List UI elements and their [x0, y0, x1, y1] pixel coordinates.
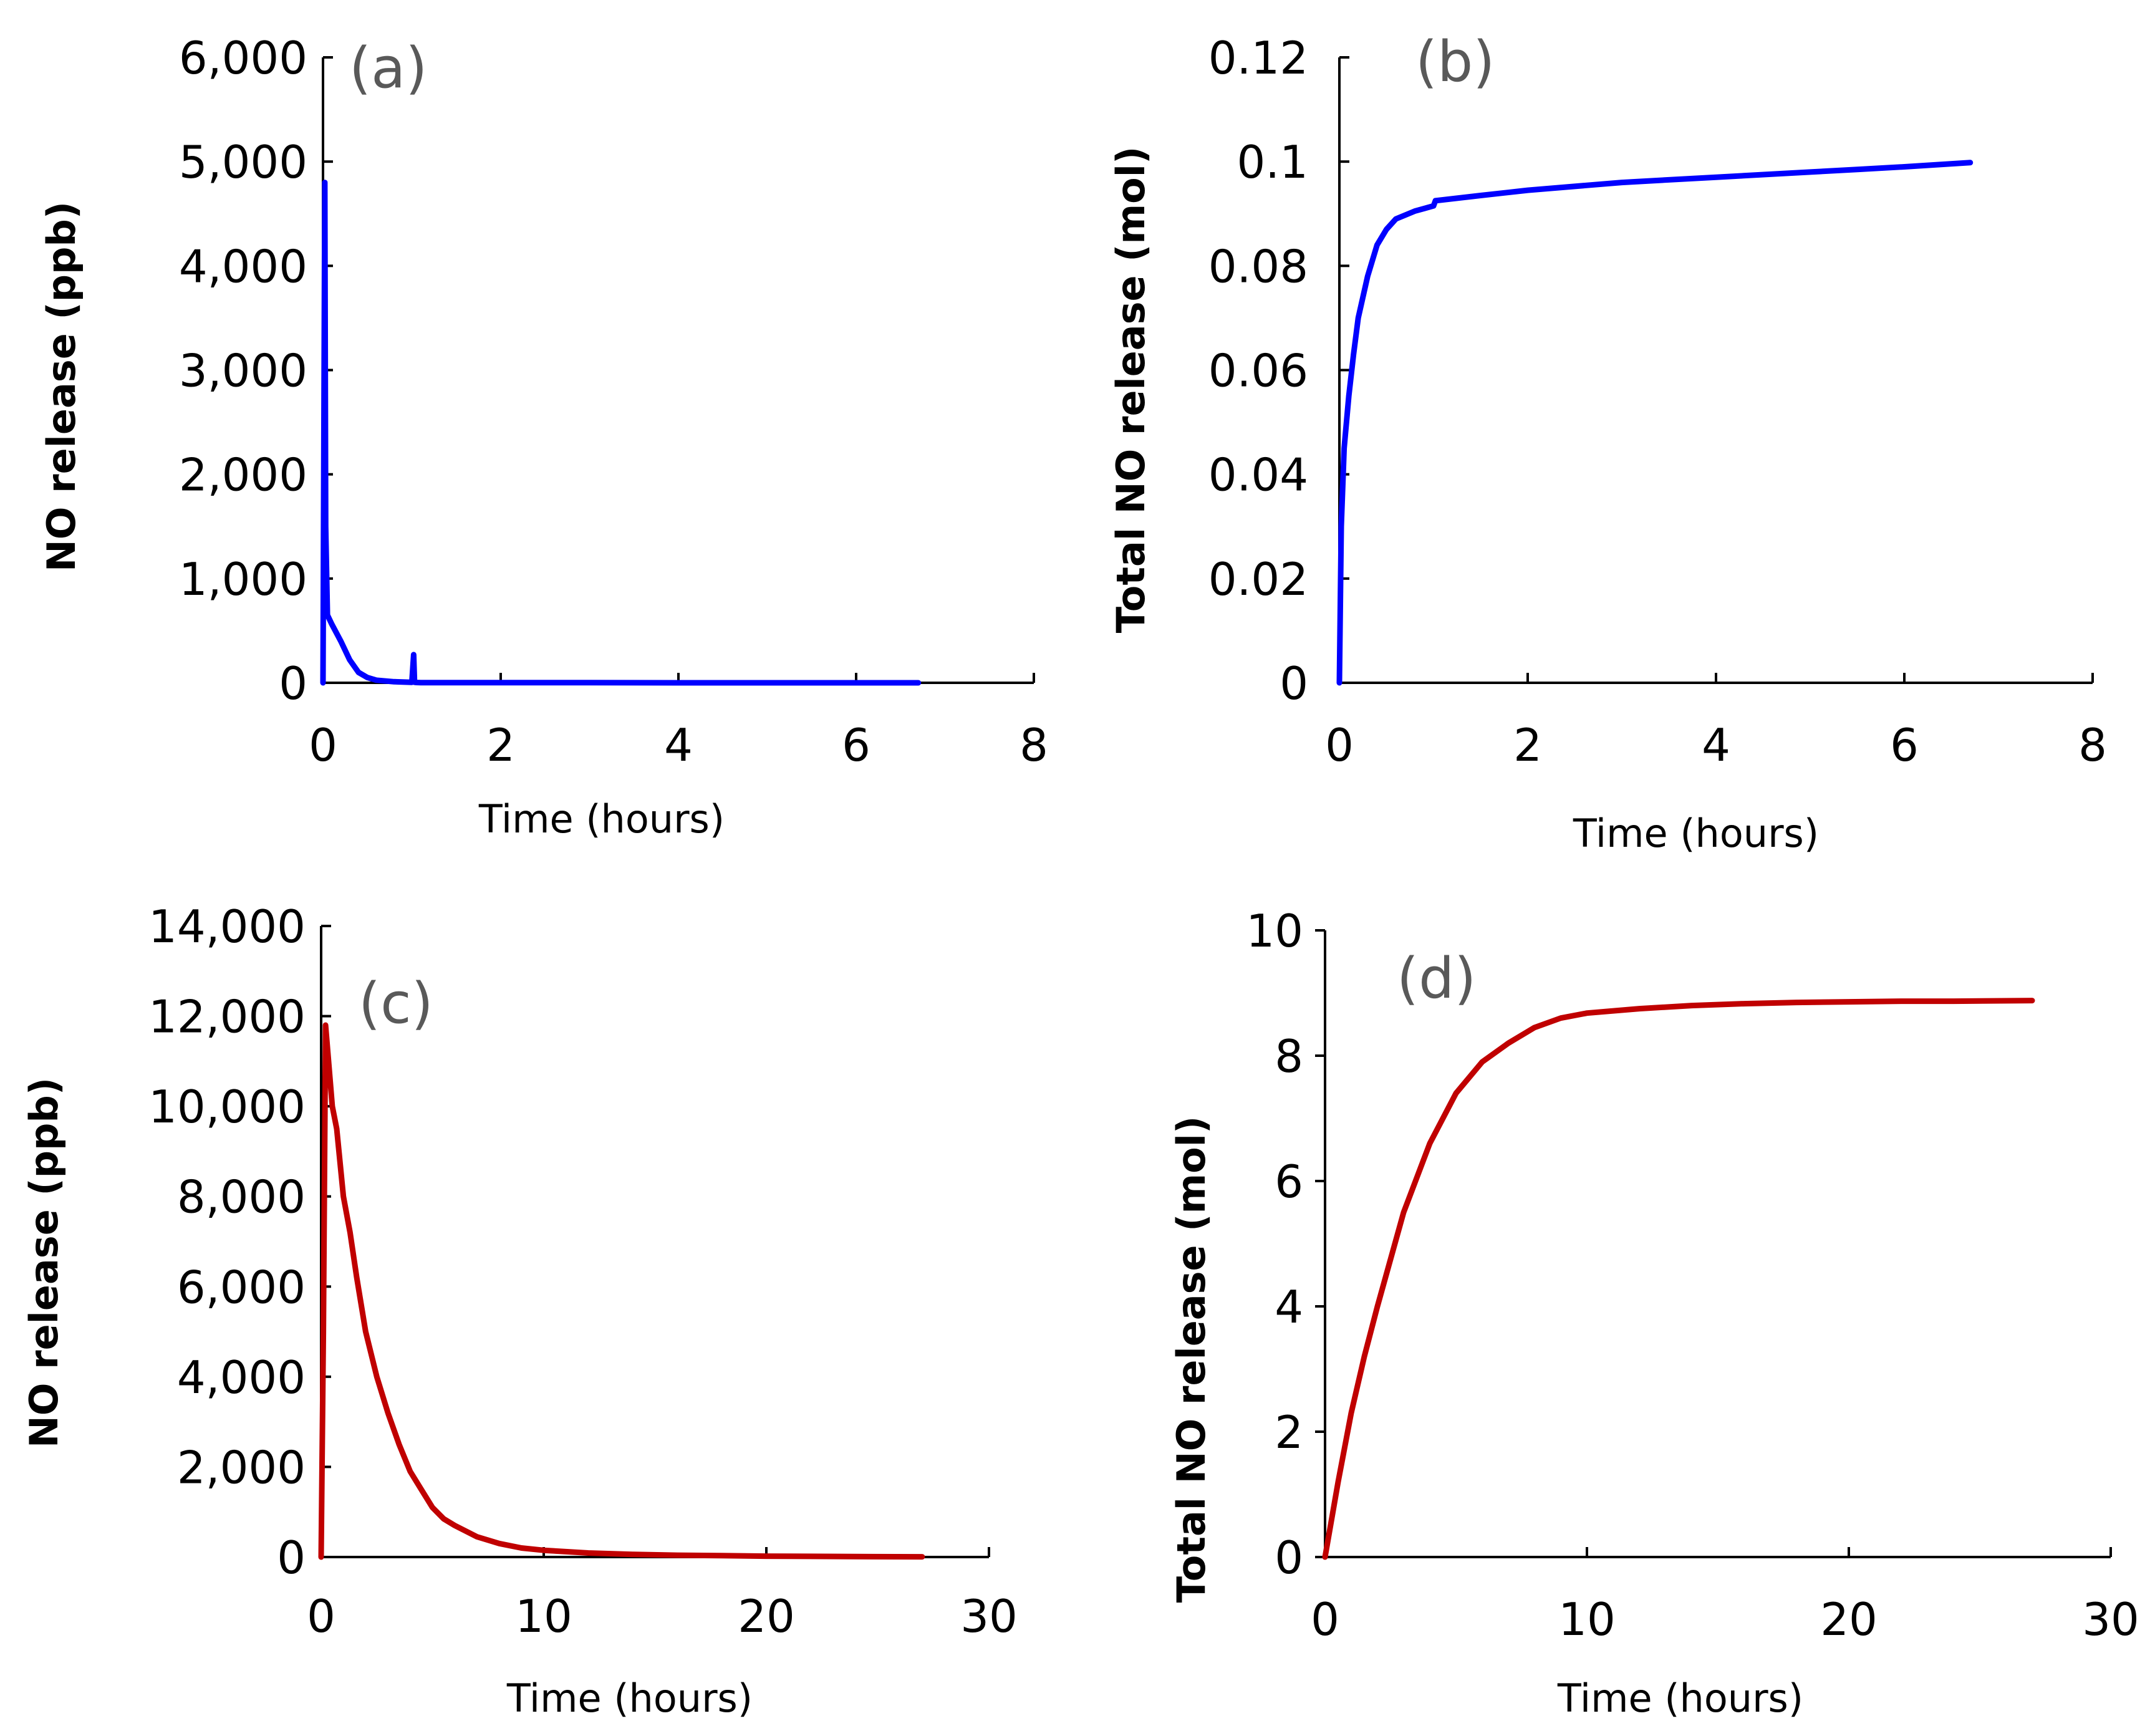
panel-d: 0 10 20 30 0 2 4 6 8 10 (d) Time (hours) Total N… — [1169, 905, 2139, 1721]
y-ticks: 0 2,000 4,000 6,000 8,000 10,000 12,000 14,000 — [148, 900, 331, 1584]
y-tick-label: 6,000 — [179, 32, 307, 84]
x-tick-label: 4 — [664, 719, 693, 771]
x-tick-label: 6 — [1890, 719, 1919, 771]
series-line — [1322, 998, 2035, 1560]
y-tick-label: 2,000 — [177, 1441, 306, 1493]
x-tick-label: 0 — [307, 1590, 335, 1642]
y-tick-label: 6,000 — [177, 1261, 306, 1313]
y-tick-label: 0.12 — [1208, 32, 1308, 84]
y-tick-label: 14,000 — [148, 900, 306, 953]
y-tick-label: 0 — [279, 657, 307, 710]
x-ticks: 0 10 20 30 — [1311, 1547, 2139, 1646]
x-axis-label: Time (hours) — [1573, 811, 1819, 856]
y-axis-label: NO release (ppb) — [39, 201, 84, 572]
y-axis-label: Total NO release (mol) — [1108, 147, 1154, 634]
y-tick-label: 12,000 — [148, 991, 306, 1043]
x-axis-label: Time (hours) — [478, 796, 725, 842]
y-tick-label: 4,000 — [177, 1351, 306, 1404]
x-tick-label: 0 — [1325, 719, 1354, 771]
panel-c: 0 10 20 30 0 2,000 4,000 6,000 8,000 10,000 12,00… — [21, 900, 1018, 1721]
x-ticks: 0 2 4 6 8 — [309, 673, 1048, 771]
panel-label: (a) — [349, 36, 427, 101]
x-tick-label: 0 — [309, 719, 337, 771]
x-tick-label: 20 — [1820, 1593, 1878, 1646]
y-tick-label: 0 — [1275, 1531, 1303, 1584]
x-tick-label: 0 — [1311, 1593, 1339, 1646]
y-axis-label: Total NO release (mol) — [1169, 1116, 1214, 1603]
y-tick-label: 8,000 — [177, 1171, 306, 1223]
panel-label: (d) — [1397, 946, 1476, 1011]
x-ticks: 0 2 4 6 8 — [1325, 673, 2107, 771]
series-line — [318, 1022, 925, 1560]
x-ticks: 0 10 20 30 — [307, 1547, 1018, 1642]
panel-label: (b) — [1415, 29, 1495, 95]
y-tick-label: 1,000 — [179, 553, 307, 605]
y-tick-label: 2,000 — [179, 449, 307, 501]
series-line — [320, 180, 922, 686]
y-tick-label: 0.1 — [1236, 136, 1308, 188]
y-tick-label: 8 — [1275, 1030, 1303, 1083]
y-tick-label: 0.06 — [1208, 345, 1308, 397]
x-tick-label: 30 — [960, 1590, 1018, 1642]
y-tick-label: 4,000 — [179, 240, 307, 292]
x-tick-label: 10 — [515, 1590, 572, 1642]
x-tick-label: 6 — [842, 719, 870, 771]
y-tick-label: 6 — [1275, 1155, 1303, 1208]
series-line — [1336, 160, 1974, 686]
y-ticks: 0 0.02 0.04 0.06 0.08 0.1 0.12 — [1208, 32, 1349, 710]
x-axis-label: Time (hours) — [506, 1676, 753, 1721]
y-ticks: 0 2 4 6 8 10 — [1246, 905, 1325, 1584]
x-tick-label: 2 — [1513, 719, 1542, 771]
y-tick-label: 4 — [1275, 1281, 1303, 1333]
y-axis-label: NO release (ppb) — [21, 1078, 67, 1448]
x-tick-label: 30 — [2082, 1593, 2139, 1646]
x-axis-label: Time (hours) — [1557, 1676, 1803, 1721]
panel-b: 0 2 4 6 8 0 0.02 0.04 0.06 0.08 0.1 0.12 (b) Time … — [1108, 29, 2107, 856]
y-tick-label: 10 — [1246, 905, 1303, 957]
x-tick-label: 10 — [1558, 1593, 1616, 1646]
y-tick-label: 5,000 — [179, 136, 307, 188]
x-tick-label: 4 — [1702, 719, 1730, 771]
y-tick-label: 10,000 — [148, 1081, 306, 1133]
y-tick-label: 0.02 — [1208, 553, 1308, 605]
y-tick-label: 0.08 — [1208, 240, 1308, 292]
y-tick-label: 0 — [1280, 657, 1308, 710]
x-tick-label: 8 — [1020, 719, 1048, 771]
y-ticks: 0 1,000 2,000 3,000 4,000 5,000 6,000 — [179, 32, 333, 710]
panel-a: 0 2 4 6 8 0 1,000 2,000 3,000 4,000 5,000 6,000 (a… — [39, 32, 1048, 842]
y-tick-label: 3,000 — [179, 345, 307, 397]
y-tick-label: 2 — [1275, 1406, 1303, 1459]
panel-label: (c) — [359, 971, 433, 1036]
x-tick-label: 8 — [2078, 719, 2107, 771]
x-tick-label: 2 — [486, 719, 515, 771]
x-tick-label: 20 — [738, 1590, 795, 1642]
y-tick-label: 0.04 — [1208, 449, 1308, 501]
y-tick-label: 0 — [277, 1531, 306, 1584]
